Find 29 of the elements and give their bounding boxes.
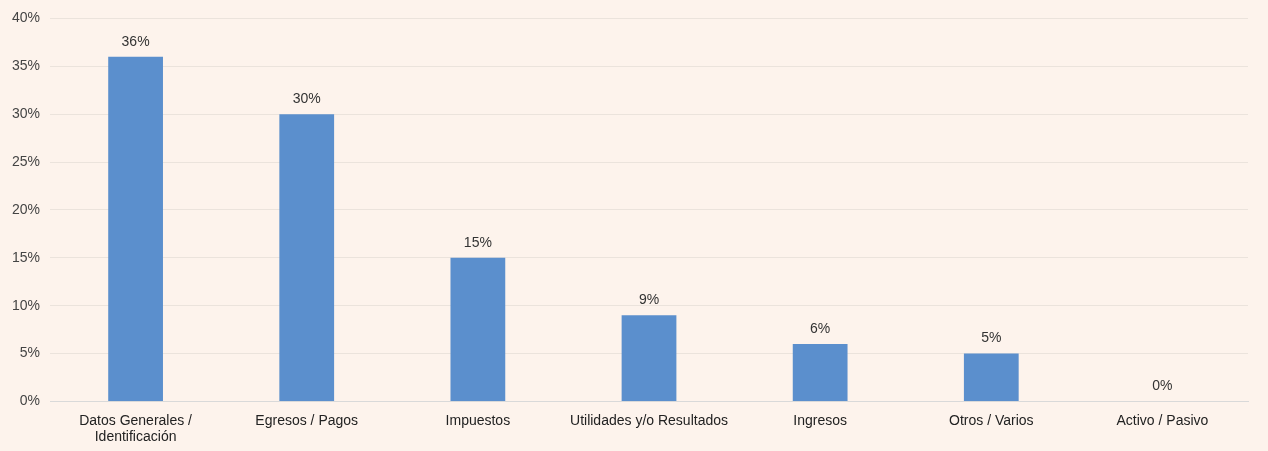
y-tick-label: 15%	[11, 248, 41, 265]
data-label: 30%	[292, 90, 321, 107]
y-tick-label: 30%	[11, 105, 41, 122]
y-tick-label: 5%	[19, 344, 41, 361]
x-tick-label: Activo / Pasivo	[1116, 411, 1209, 428]
bar	[621, 315, 677, 401]
y-tick-label: 25%	[11, 152, 41, 169]
y-tick-label: 35%	[11, 57, 41, 74]
x-tick-label: Egresos / Pagos	[255, 411, 359, 428]
data-label: 0%	[1152, 377, 1173, 394]
x-tick-label: Otros / Varios	[949, 411, 1034, 428]
data-label: 15%	[463, 233, 492, 250]
data-label: 6%	[810, 319, 831, 336]
y-tick-label: 0%	[19, 392, 41, 409]
data-label: 5%	[981, 329, 1002, 346]
bar	[963, 353, 1019, 401]
bar	[792, 343, 848, 401]
bar	[279, 114, 335, 401]
y-tick-label: 20%	[11, 200, 41, 217]
x-tick-label: Utilidades y/o Resultados	[570, 411, 728, 428]
data-label: 9%	[638, 291, 660, 308]
bar	[108, 56, 163, 401]
x-tick-label: Datos Generales / Identificación	[79, 411, 193, 445]
data-label: 36%	[121, 32, 150, 49]
y-tick-label: 40%	[11, 9, 41, 26]
x-tick-label: Impuestos	[445, 411, 511, 428]
y-tick-label: 10%	[11, 296, 41, 313]
bar	[450, 257, 506, 401]
x-tick-label: Ingresos	[793, 411, 847, 428]
